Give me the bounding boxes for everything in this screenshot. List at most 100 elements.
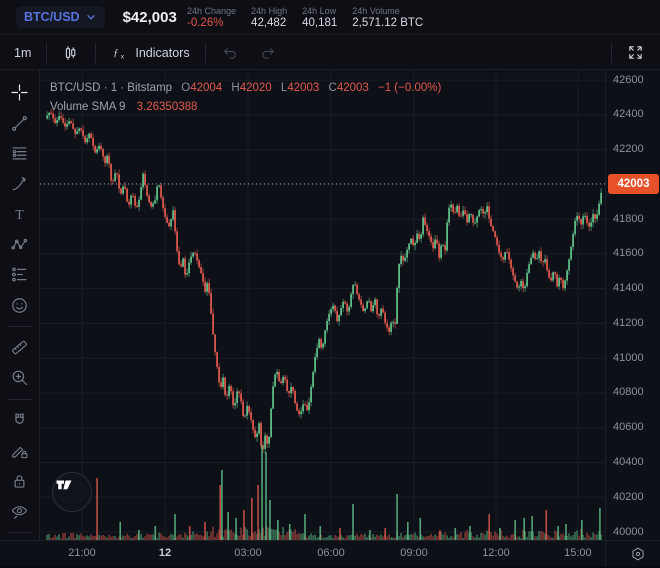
legend-high-value: 42020 bbox=[239, 82, 272, 94]
indicators-label: Indicators bbox=[135, 45, 190, 60]
fib-retracement-icon bbox=[12, 147, 27, 160]
tradingview-logo[interactable] bbox=[52, 472, 92, 512]
price-axis-label: 41400 bbox=[613, 282, 644, 295]
stat-label: 24h Volume bbox=[352, 6, 400, 16]
stat-24h-high: 24h High 42,482 bbox=[251, 6, 287, 29]
undo-icon bbox=[223, 47, 236, 59]
interval-label: 1m bbox=[14, 45, 32, 60]
xabcd-pattern-tool-button[interactable] bbox=[5, 231, 35, 258]
legend-close-value: 42003 bbox=[336, 82, 369, 94]
chart-toolbar: 1m ƒ x Indicators bbox=[0, 36, 660, 70]
stat-value: 2,571.12 BTC bbox=[352, 17, 424, 29]
price-axis-label: 40400 bbox=[613, 455, 644, 468]
measure-tool-button[interactable] bbox=[5, 334, 35, 361]
time-axis-label: 12 bbox=[158, 547, 172, 559]
fx-icon: ƒ x bbox=[114, 48, 126, 60]
toolbar-divider bbox=[7, 398, 32, 400]
stat-24h-low: 24h Low 40,181 bbox=[302, 6, 337, 29]
time-axis-label: 12:00 bbox=[482, 547, 510, 559]
brush-tool-button[interactable] bbox=[5, 170, 35, 197]
emoji-tool-button[interactable] bbox=[5, 292, 35, 319]
current-price: $42,003 bbox=[122, 8, 177, 26]
time-axis[interactable]: 21:00 12 03:00 06:00 09:00 12:00 15:00 bbox=[0, 540, 660, 567]
trend-line-icon bbox=[12, 115, 27, 131]
price-axis-label: 41800 bbox=[613, 212, 644, 225]
price-axis-label: 40800 bbox=[613, 386, 644, 399]
legend-low-value: 42003 bbox=[287, 82, 320, 94]
toolbar-divider bbox=[7, 326, 32, 327]
price-axis-label: 41000 bbox=[613, 351, 644, 364]
tradingview-logo-icon bbox=[56, 480, 72, 490]
position-tool-icon bbox=[12, 267, 27, 282]
stat-value: 40,181 bbox=[302, 17, 338, 29]
last-price-badge: 42003 bbox=[608, 173, 659, 194]
legend-indicator-title: Volume SMA 9 bbox=[50, 101, 126, 113]
legend-low-label: L bbox=[280, 82, 288, 94]
symbol-label: BTC/USD bbox=[24, 10, 80, 24]
magnet-tool-button[interactable] bbox=[5, 407, 35, 434]
lock-icon bbox=[14, 474, 25, 488]
axis-corner-divider bbox=[605, 541, 606, 567]
gear-icon bbox=[632, 547, 644, 561]
price-axis-label: 40600 bbox=[613, 421, 644, 434]
symbol-header: BTC/USD $42,003 24h Change -0.26% 24h Hi… bbox=[0, 0, 660, 35]
toolbar-divider bbox=[611, 42, 612, 63]
fullscreen-button[interactable] bbox=[619, 40, 652, 65]
time-axis-label: 15:00 bbox=[564, 547, 592, 559]
zoom-in-icon bbox=[12, 371, 28, 386]
hide-drawings-tool-button[interactable] bbox=[5, 498, 35, 525]
svg-text:ƒ: ƒ bbox=[114, 48, 119, 59]
lock-all-tool-button[interactable] bbox=[5, 467, 35, 494]
drawing-toolbar: T bbox=[0, 70, 40, 540]
time-axis-label: 06:00 bbox=[317, 547, 345, 559]
trend-line-tool-button[interactable] bbox=[5, 109, 35, 136]
crosshair-tool-button[interactable] bbox=[5, 79, 35, 106]
legend-open-value: 42004 bbox=[190, 82, 223, 94]
redo-button[interactable] bbox=[251, 40, 285, 66]
toolbar-divider bbox=[7, 532, 32, 533]
draw-edit-tool-button[interactable] bbox=[5, 437, 35, 464]
stat-24h-volume: 24h Volume 2,571.12 BTC bbox=[352, 6, 423, 29]
candlestick-icon bbox=[66, 45, 76, 60]
chart-style-button[interactable] bbox=[54, 40, 88, 66]
price-axis[interactable]: 42003 42600 42400 42200 41800 41600 41400 4120… bbox=[605, 70, 660, 540]
brush-icon bbox=[12, 177, 27, 191]
crosshair-icon bbox=[11, 84, 28, 101]
price-chart[interactable] bbox=[40, 70, 605, 540]
undo-button[interactable] bbox=[213, 40, 247, 66]
legend-high-label: H bbox=[231, 82, 240, 94]
stat-label: 24h Low bbox=[302, 6, 337, 16]
fib-retracement-tool-button[interactable] bbox=[5, 140, 35, 167]
symbol-selector[interactable]: BTC/USD bbox=[16, 6, 105, 28]
stat-24h-change: 24h Change -0.26% bbox=[187, 6, 236, 29]
price-axis-label: 42600 bbox=[613, 73, 644, 86]
fullscreen-icon bbox=[629, 46, 642, 59]
stat-value: -0.26% bbox=[187, 17, 224, 29]
time-axis-label: 03:00 bbox=[234, 547, 262, 559]
stat-label: 24h High bbox=[251, 6, 288, 16]
price-axis-label: 41600 bbox=[613, 247, 644, 260]
magnet-icon bbox=[15, 413, 24, 424]
stat-label: 24h Change bbox=[187, 6, 237, 16]
ruler-icon bbox=[12, 340, 27, 355]
svg-text:T: T bbox=[15, 207, 23, 222]
text-tool-button[interactable]: T bbox=[5, 201, 35, 228]
axis-settings-button[interactable] bbox=[625, 544, 651, 564]
indicators-button[interactable]: ƒ x Indicators bbox=[103, 40, 197, 66]
interval-button[interactable]: 1m bbox=[6, 42, 39, 64]
position-tool-button[interactable] bbox=[5, 261, 35, 288]
toolbar-divider bbox=[95, 42, 97, 63]
emoji-icon bbox=[12, 297, 27, 313]
legend-open-label: O bbox=[181, 82, 191, 94]
legend-change: −1 (−0.00%) bbox=[378, 82, 442, 94]
zoom-in-tool-button[interactable] bbox=[5, 364, 35, 391]
legend-indicator-value: 3.26350388 bbox=[136, 101, 198, 113]
footer-strip bbox=[0, 566, 660, 568]
chart-legend: BTC/USD · 1 · Bitstamp O42004 H42020 L42… bbox=[50, 79, 441, 117]
price-axis-label: 41200 bbox=[613, 316, 644, 329]
legend-series-title: BTC/USD · 1 · Bitstamp bbox=[50, 82, 173, 94]
market-stats: 24h Change -0.26% 24h High 42,482 24h Lo… bbox=[187, 0, 423, 35]
eye-icon bbox=[11, 506, 28, 519]
time-axis-label: 21:00 bbox=[68, 547, 96, 559]
chevron-down-icon bbox=[86, 15, 95, 20]
